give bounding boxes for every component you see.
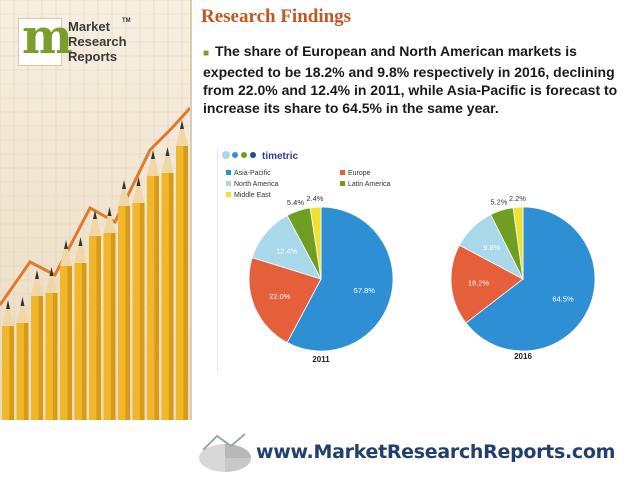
logo-word-2: Research <box>68 34 127 49</box>
pie-slice <box>465 206 596 352</box>
data-label: 12.4% <box>276 247 298 256</box>
data-label: 2.2% <box>509 194 526 203</box>
page-title: Research Findings <box>201 6 352 27</box>
square-bullet-icon: ■ <box>203 48 210 59</box>
pie-chart-panel: timetric Asia-Pacific Europe North America L… <box>217 147 622 372</box>
footer-url[interactable]: www.MarketResearchReports.com <box>256 441 616 463</box>
trademark-symbol: TM <box>122 18 131 24</box>
pie-slice <box>286 206 394 352</box>
legend: Asia-Pacific Europe North America Latin Ame… <box>226 170 391 199</box>
pencil <box>176 120 188 479</box>
legend-label: Middle East <box>234 192 271 199</box>
pencil <box>89 210 101 479</box>
source-label: timetric <box>262 151 299 162</box>
chart-year-label: 2011 <box>312 355 330 364</box>
pie-slice <box>309 206 322 280</box>
pie-slice <box>512 206 524 280</box>
pencil <box>161 147 174 479</box>
legend-swatch <box>226 170 231 175</box>
growth-arrow-line <box>0 106 190 306</box>
legend-swatch <box>340 181 345 186</box>
data-label: 5.4% <box>287 198 304 207</box>
data-label: 64.5% <box>552 295 574 304</box>
finding-text: The share of European and North American… <box>203 43 618 116</box>
logo-mark: m <box>18 13 73 66</box>
data-label: 57.8% <box>354 286 376 295</box>
pie-chart-2016: 64.5% 18.2% 9.8% 5.2% 2.2% 2016 <box>450 194 596 361</box>
data-label: 9.8% <box>483 243 500 252</box>
data-label: 2.4% <box>306 194 323 203</box>
logo-word-3: Reports <box>68 49 118 64</box>
pencil <box>132 177 145 479</box>
pencil <box>103 207 116 479</box>
data-label: 18.2% <box>468 279 490 288</box>
pie-chart-globe-icon <box>199 433 251 472</box>
finding-paragraph: ■ The share of European and North Americ… <box>203 42 628 117</box>
panel-divider <box>190 0 192 420</box>
pencil <box>147 150 159 479</box>
decorative-pencil-panel <box>0 0 190 479</box>
source-logo: timetric <box>222 151 299 162</box>
legend-swatch <box>226 192 231 197</box>
pencil-growth-illustration <box>0 0 190 479</box>
pie-slice <box>450 244 524 324</box>
chart-year-label: 2016 <box>514 352 532 361</box>
logo: m Market Research Reports TM <box>18 13 143 70</box>
legend-label: North America <box>234 181 278 188</box>
pencil <box>118 180 130 479</box>
logo-wordmark: Market Research Reports <box>68 19 127 64</box>
logo-word-1: Market <box>68 19 110 34</box>
legend-swatch <box>340 170 345 175</box>
legend-swatch <box>226 181 231 186</box>
data-label: 5.2% <box>490 198 507 207</box>
legend-label: Latin America <box>348 181 391 188</box>
footer <box>0 420 638 479</box>
legend-label: Europe <box>348 170 371 177</box>
data-label: 22.0% <box>269 292 291 301</box>
legend-label: Asia-Pacific <box>234 170 271 177</box>
pie-slice <box>248 257 322 344</box>
pie-chart-2011: 57.8% 22.0% 12.4% 5.4% 2.4% 2011 <box>248 194 394 364</box>
pie-charts: timetric Asia-Pacific Europe North America L… <box>222 151 596 364</box>
